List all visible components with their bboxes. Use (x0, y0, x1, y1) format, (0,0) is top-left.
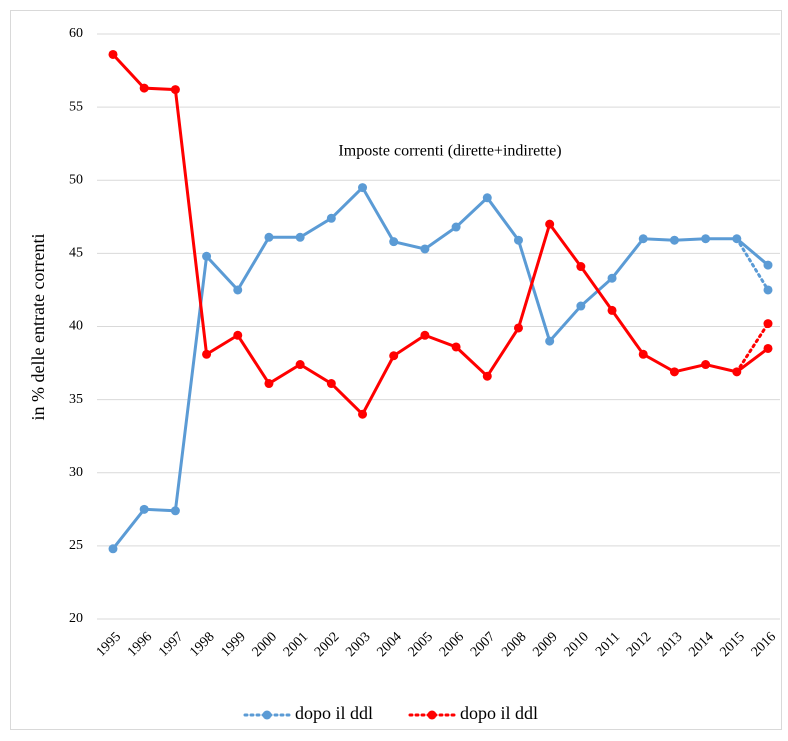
series-line (111, 52, 770, 417)
y-tick-label: 40 (69, 319, 83, 334)
series-line (111, 185, 770, 551)
y-tick-label: 60 (69, 26, 83, 41)
data-point (576, 262, 586, 272)
y-axis-label: in % delle entrate correnti (28, 234, 48, 421)
data-point (669, 235, 679, 245)
data-point (139, 504, 149, 514)
data-point (202, 349, 212, 359)
data-point (638, 349, 648, 359)
data-point (763, 285, 773, 295)
data-point (513, 323, 523, 333)
data-point (202, 251, 212, 261)
data-point (701, 360, 711, 370)
data-point (545, 336, 555, 346)
data-point (420, 244, 430, 254)
data-point (763, 343, 773, 353)
data-point (607, 305, 617, 315)
legend-label: dopo il ddl (460, 703, 538, 723)
data-point (389, 237, 399, 247)
series-line (735, 237, 770, 292)
y-tick-label: 45 (69, 246, 83, 261)
data-point (233, 285, 243, 295)
data-point (607, 273, 617, 283)
data-point (482, 371, 492, 381)
data-point (358, 183, 368, 193)
data-point (295, 232, 305, 242)
data-point (576, 301, 586, 311)
annotation: Imposte correnti (dirette+indirette) (338, 143, 561, 160)
data-point (139, 83, 149, 93)
data-point (264, 379, 274, 389)
legend-marker (262, 710, 272, 720)
chart-border (10, 10, 782, 730)
data-point (233, 330, 243, 340)
data-point (669, 367, 679, 377)
legend-label: dopo il ddl (295, 703, 373, 723)
legend-marker (427, 710, 437, 720)
data-point (701, 234, 711, 244)
data-point (451, 342, 461, 352)
data-point (451, 222, 461, 232)
data-point (108, 544, 118, 554)
y-tick-label: 30 (69, 465, 83, 480)
y-tick-label: 20 (69, 611, 83, 626)
data-point (170, 85, 180, 95)
y-tick-label: 55 (69, 99, 83, 114)
y-tick-label: 50 (69, 172, 83, 187)
data-point (326, 379, 336, 389)
data-point (295, 360, 305, 370)
y-tick-label: 35 (69, 392, 83, 407)
data-point (420, 330, 430, 340)
data-point (545, 219, 555, 229)
data-point (513, 235, 523, 245)
data-point (482, 193, 492, 203)
data-point (358, 409, 368, 419)
series-line (735, 322, 770, 374)
data-point (638, 234, 648, 244)
data-point (170, 506, 180, 516)
data-point (326, 213, 336, 223)
data-point (264, 232, 274, 242)
data-point (763, 260, 773, 270)
y-tick-label: 25 (69, 538, 83, 553)
data-point (389, 351, 399, 361)
data-point (763, 319, 773, 329)
data-point (108, 49, 118, 59)
